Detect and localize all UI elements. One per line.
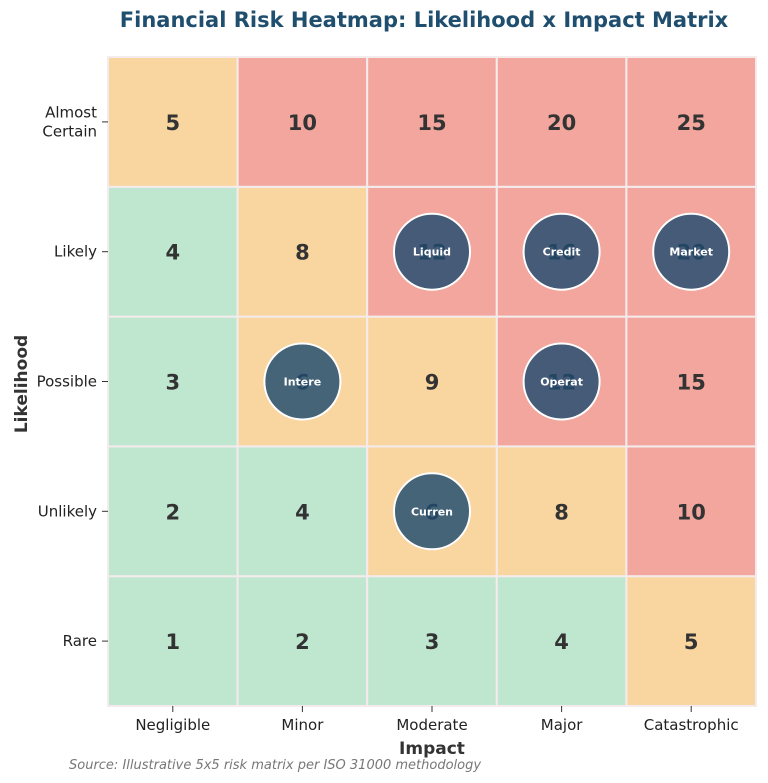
cell-value: 4 [295, 500, 310, 524]
heatmap-cell [495, 445, 628, 578]
cell-value: 2 [165, 500, 180, 524]
cell-value: 2 [295, 630, 310, 654]
risk-bubble [263, 342, 342, 421]
cell-value: 20 [547, 111, 576, 135]
risk-bubble-label: Liquid [413, 246, 451, 259]
risk-bubble-label: Market [669, 246, 713, 259]
y-tick-label: Likely [54, 243, 97, 261]
cell-value: 15 [417, 111, 446, 135]
cell-value: 15 [677, 371, 706, 395]
y-axis-ticks: Rare Unlikely Possible Likely Almost Certain [37, 103, 108, 650]
cell-value: 8 [295, 241, 310, 265]
y-tick-label: Almost Certain [42, 103, 97, 140]
risk-bubble-label: Curren [411, 505, 453, 518]
cell-value: 8 [554, 500, 569, 524]
risk-bubble-label: Credit [543, 246, 581, 259]
risk-bubble [522, 342, 601, 421]
cell-value: 3 [425, 630, 440, 654]
cell-value: 4 [165, 241, 180, 265]
heatmap-cell [366, 445, 498, 578]
y-tick-label: Rare [63, 632, 97, 650]
heatmap-cell [236, 575, 369, 708]
x-tick-label: Minor [281, 716, 324, 734]
x-axis-ticks: Negligible Minor Moderate Major Catastrophic [135, 706, 739, 734]
heatmap-cell [495, 56, 628, 188]
cell-value: 9 [425, 371, 440, 395]
heatmap-cell [625, 445, 758, 578]
x-axis-label: Impact [399, 739, 465, 759]
cell-value: 1 [165, 630, 180, 654]
heatmap-cell [236, 56, 369, 188]
heatmap-cell [236, 185, 369, 318]
heatmap-grid: 12345246810369121548121620510152025 [107, 56, 758, 708]
heatmap-cell [107, 315, 239, 448]
risk-bubble-label: Intere [284, 376, 322, 389]
cell-value: 4 [554, 630, 569, 654]
heatmap-cell [107, 575, 239, 708]
heatmap-cell [495, 575, 628, 708]
risk-bubble-label: Operat [540, 376, 583, 389]
heatmap-cell [107, 56, 239, 188]
cell-value: 3 [165, 371, 180, 395]
x-tick-label: Moderate [396, 716, 467, 734]
cell-value: 5 [684, 630, 699, 654]
x-tick-label: Negligible [135, 716, 210, 734]
chart-title: Financial Risk Heatmap: Likelihood x Imp… [120, 8, 729, 32]
y-axis-label: Likelihood [12, 335, 32, 433]
x-tick-label: Major [541, 716, 583, 734]
risk-bubble [393, 472, 471, 551]
source-note: Source: Illustrative 5x5 risk matrix per… [69, 758, 481, 773]
risk-bubble [652, 212, 731, 291]
y-tick-label: Possible [37, 373, 97, 391]
risk-bubble [522, 212, 601, 291]
heatmap-cell [625, 56, 758, 188]
risk-bubble [393, 212, 471, 291]
cell-value: 10 [677, 500, 706, 524]
heatmap-cell [366, 315, 498, 448]
cell-value: 10 [288, 111, 317, 135]
heatmap-cell [236, 445, 369, 578]
cell-value: 25 [677, 111, 706, 135]
heatmap-cell [625, 315, 758, 448]
heatmap-cell [366, 56, 498, 188]
cell-value: 5 [165, 111, 180, 135]
risk-bubbles: Liquid Credit Market Intere Operat Curren [263, 212, 731, 551]
x-tick-label: Catastrophic [644, 716, 739, 734]
y-tick-label: Unlikely [38, 502, 97, 520]
